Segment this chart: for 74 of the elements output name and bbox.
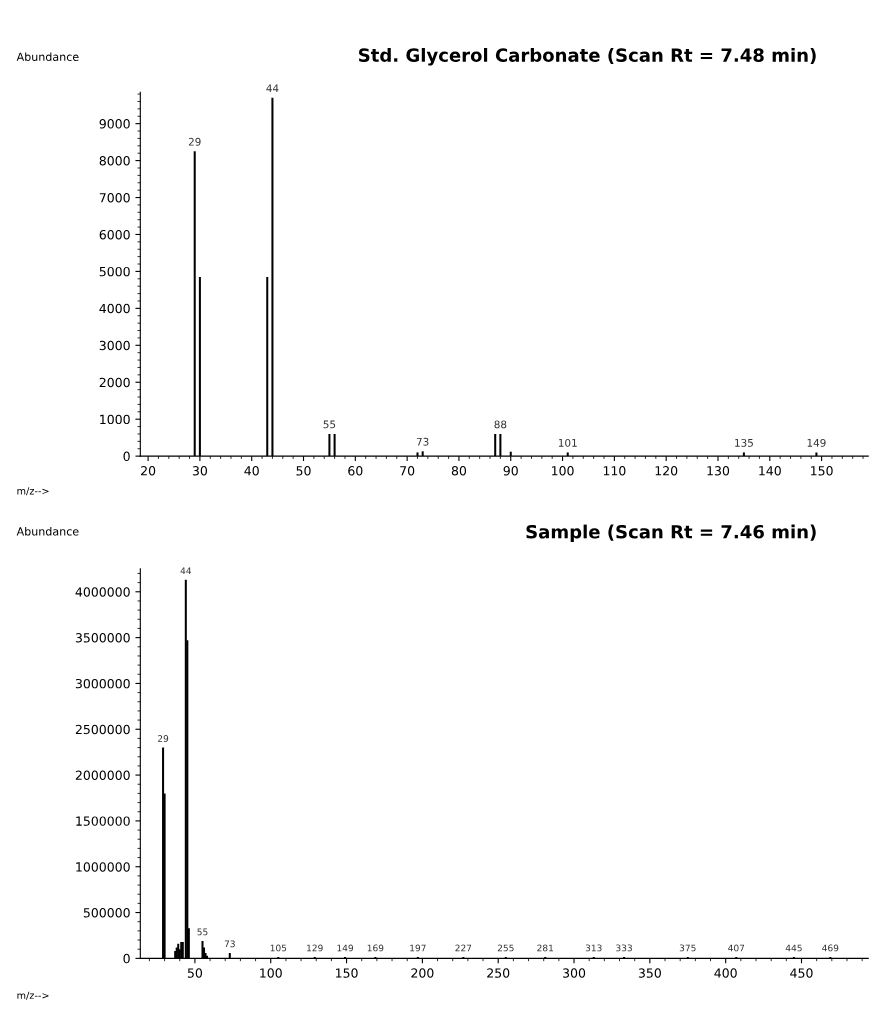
- x-tick-label: 150: [811, 466, 833, 476]
- x-tick-label: 130: [707, 466, 730, 476]
- x-tick-label: 300: [563, 968, 586, 978]
- annotation: 135: [735, 438, 753, 447]
- annotation: 227: [455, 944, 472, 952]
- y-tick-label: 7000: [99, 193, 130, 203]
- annotation: 149: [807, 438, 826, 447]
- y-tick-label: 3000000: [75, 678, 130, 689]
- y-axis-title: Abundance: [16, 52, 79, 61]
- y-tick-label: 1000: [100, 414, 130, 425]
- annotation: 29: [157, 735, 169, 742]
- y-tick-label: 1500000: [76, 816, 130, 826]
- x-tick-label: 100: [552, 466, 574, 476]
- annotation: 197: [410, 944, 426, 952]
- annotation: 73: [224, 940, 235, 948]
- annotation: 55: [197, 928, 208, 936]
- y-tick-label: 8000: [99, 156, 130, 166]
- y-tick-label: 5000: [99, 266, 130, 277]
- x-tick-label: 250: [487, 968, 510, 978]
- x-tick-label: 50: [187, 968, 203, 978]
- annotation: 375: [679, 944, 696, 952]
- annotation: 333: [616, 944, 632, 952]
- y-tick-label: 1000000: [76, 862, 130, 872]
- x-axis-title: m/z-->: [17, 991, 49, 1000]
- annotation: 469: [822, 944, 839, 952]
- y-tick-label: 2000: [99, 377, 130, 388]
- annotation: 129: [307, 944, 323, 952]
- annotation: 29: [188, 137, 201, 146]
- x-tick-label: 80: [451, 466, 467, 476]
- x-tick-label: 150: [336, 968, 358, 978]
- annotation: 313: [585, 944, 602, 952]
- x-tick-label: 70: [400, 466, 415, 476]
- x-tick-label: 60: [348, 466, 363, 476]
- annotation: 281: [537, 944, 553, 952]
- annotation: 44: [266, 84, 279, 92]
- y-tick-label: 0: [123, 451, 130, 462]
- annotation: 44: [180, 567, 192, 575]
- annotation: 445: [785, 944, 802, 952]
- x-tick-label: 110: [603, 466, 626, 476]
- x-axis-title: m/z-->: [17, 487, 49, 496]
- annotation: 149: [337, 944, 354, 952]
- y-tick-label: 2000000: [75, 770, 130, 781]
- y-axis-title: Abundance: [16, 526, 79, 536]
- y-tick-label: 9000: [99, 119, 130, 129]
- y-tick-label: 500000: [83, 908, 130, 918]
- annotation: 101: [558, 438, 577, 447]
- x-tick-label: 90: [503, 466, 518, 476]
- chart-title: Sample (Scan Rt = 7.46 min): [526, 524, 816, 543]
- annotation: 88: [494, 420, 507, 429]
- x-tick-label: 140: [759, 466, 781, 476]
- x-tick-label: 40: [244, 466, 259, 476]
- y-tick-label: 6000: [99, 229, 130, 240]
- annotation: 105: [270, 944, 287, 952]
- chart-title: Std. Glycerol Carbonate (Scan Rt = 7.48 min): [359, 47, 816, 66]
- y-tick-label: 2500000: [75, 724, 130, 735]
- x-tick-label: 100: [260, 968, 282, 978]
- x-tick-label: 200: [411, 968, 434, 978]
- x-tick-label: 400: [714, 968, 737, 978]
- annotation: 169: [367, 944, 384, 952]
- annotation: 73: [416, 437, 429, 446]
- x-tick-label: 20: [141, 466, 156, 476]
- x-tick-label: 30: [192, 466, 208, 476]
- x-tick-label: 450: [790, 968, 813, 978]
- y-tick-label: 3000: [99, 340, 130, 351]
- y-tick-label: 3500000: [75, 633, 130, 643]
- annotation: 407: [728, 944, 745, 952]
- x-tick-label: 120: [655, 466, 678, 476]
- y-tick-label: 4000000: [75, 587, 130, 597]
- annotation: 255: [497, 944, 514, 952]
- x-tick-label: 350: [638, 968, 661, 978]
- y-tick-label: 0: [123, 953, 130, 964]
- annotation: 55: [323, 420, 336, 429]
- y-tick-label: 4000: [99, 303, 130, 314]
- x-tick-label: 50: [296, 466, 311, 476]
